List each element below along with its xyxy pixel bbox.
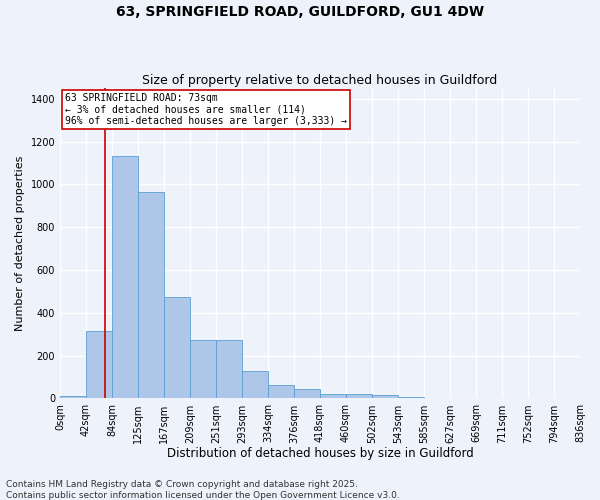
Bar <box>398 397 424 398</box>
Bar <box>346 394 372 398</box>
Bar <box>86 331 112 398</box>
Bar <box>242 370 268 398</box>
Bar <box>138 192 164 398</box>
Bar <box>112 156 138 398</box>
Title: Size of property relative to detached houses in Guildford: Size of property relative to detached ho… <box>142 74 497 87</box>
Bar <box>216 340 242 398</box>
Bar <box>60 396 86 398</box>
Text: 63 SPRINGFIELD ROAD: 73sqm
← 3% of detached houses are smaller (114)
96% of semi: 63 SPRINGFIELD ROAD: 73sqm ← 3% of detac… <box>65 93 347 126</box>
Bar <box>372 394 398 398</box>
Y-axis label: Number of detached properties: Number of detached properties <box>15 156 25 331</box>
Bar <box>320 394 346 398</box>
Bar <box>268 385 294 398</box>
Bar <box>164 297 190 398</box>
Bar <box>294 389 320 398</box>
Text: 63, SPRINGFIELD ROAD, GUILDFORD, GU1 4DW: 63, SPRINGFIELD ROAD, GUILDFORD, GU1 4DW <box>116 5 484 19</box>
Text: Contains HM Land Registry data © Crown copyright and database right 2025.
Contai: Contains HM Land Registry data © Crown c… <box>6 480 400 500</box>
Bar <box>190 340 216 398</box>
X-axis label: Distribution of detached houses by size in Guildford: Distribution of detached houses by size … <box>167 447 473 460</box>
